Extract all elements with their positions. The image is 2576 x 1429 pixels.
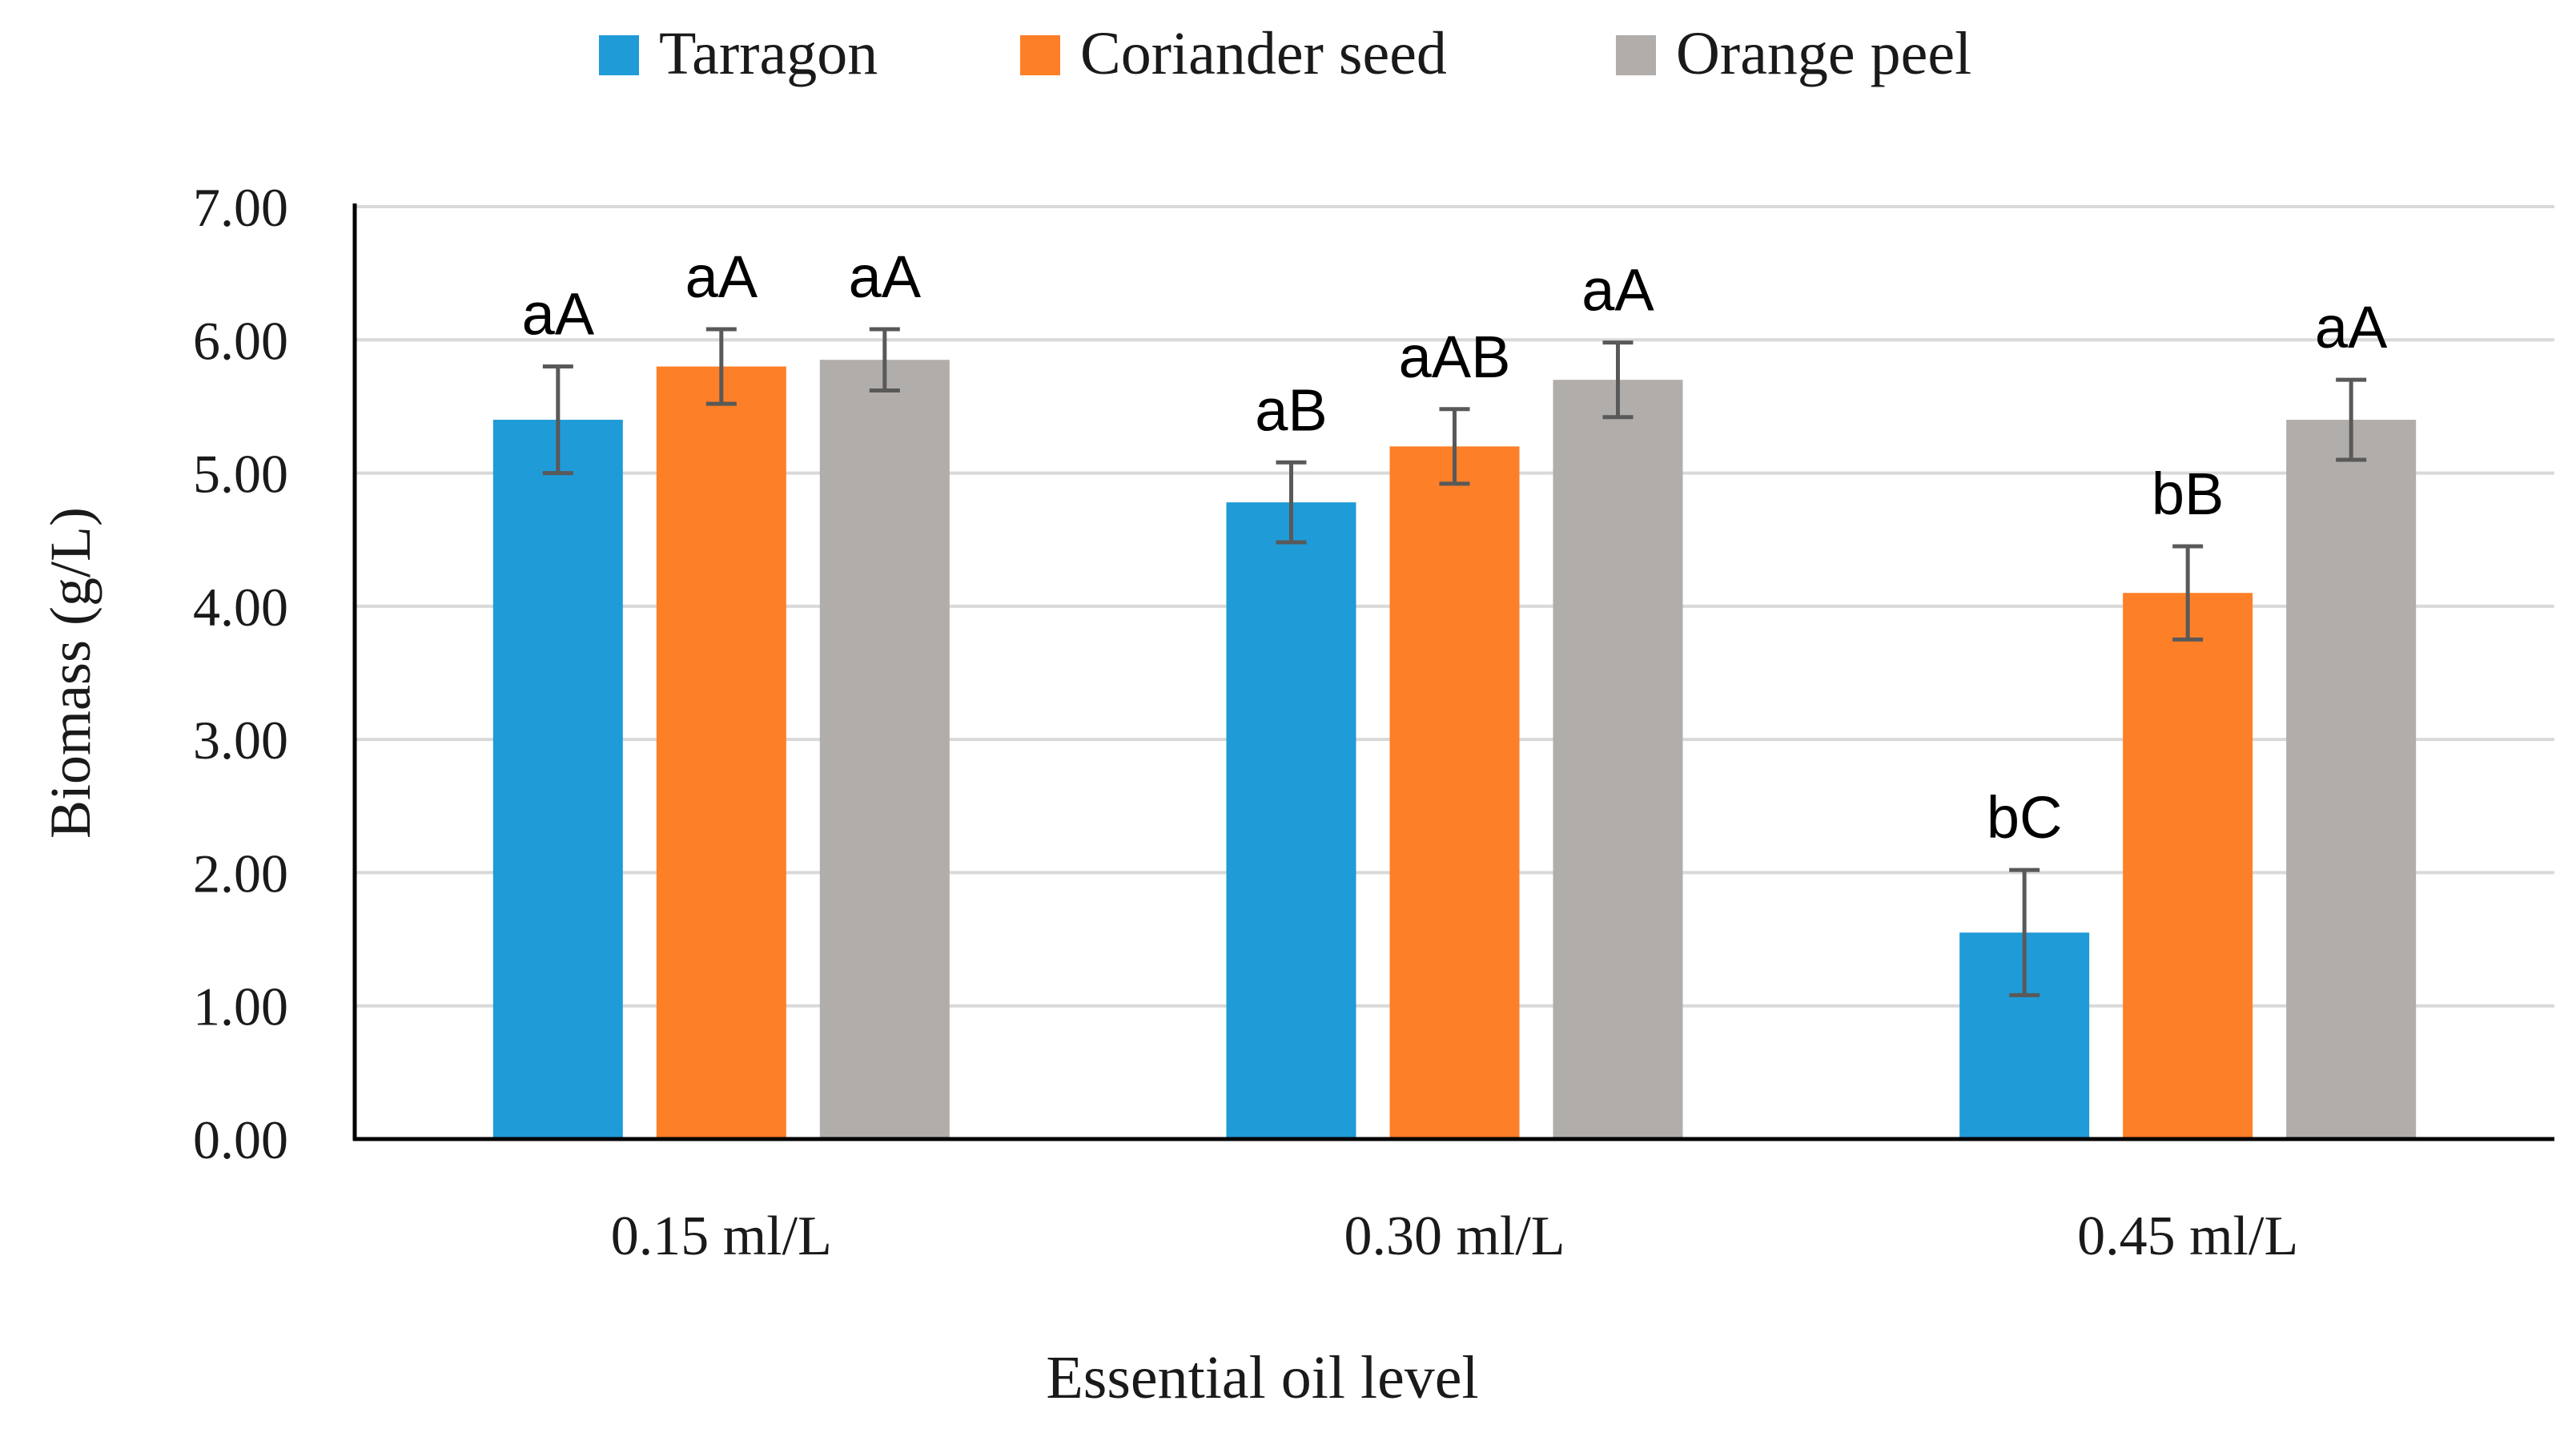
bar-coriander-seed: [2123, 593, 2253, 1139]
legend-swatch: [1020, 35, 1060, 75]
y-tick-label: 5.00: [193, 444, 288, 505]
error-bars: [542, 327, 2367, 997]
significance-label: aA: [2315, 294, 2388, 360]
bar-coriander-seed: [656, 366, 786, 1139]
y-tick-label: 0.00: [193, 1109, 288, 1170]
error-bar: [2172, 544, 2204, 642]
significance-label: bB: [2152, 461, 2224, 527]
y-tick-label: 1.00: [193, 976, 288, 1037]
axes: [352, 203, 2554, 1141]
y-tick-labels: 0.00 1.00 2.00 3.00 4.00 5.00 6.00 7.00: [193, 177, 288, 1170]
error-bar: [869, 327, 900, 392]
significance-label: aA: [522, 281, 595, 348]
x-axis-label: Essential oil level: [1046, 1344, 1478, 1411]
y-tick-label: 7.00: [193, 177, 288, 238]
significance-label: aA: [685, 244, 758, 310]
legend-item: Coriander seed: [1020, 20, 1447, 87]
significance-label: aB: [1255, 376, 1328, 443]
x-tick-label: 0.15 ml/L: [611, 1206, 832, 1267]
legend-label: Orange peel: [1676, 20, 1971, 87]
bar-orange-peel: [2286, 420, 2417, 1139]
error-bar: [705, 327, 737, 406]
x-tick-labels: 0.15 ml/L 0.30 ml/L 0.45 ml/L: [611, 1206, 2298, 1267]
error-bar: [2336, 377, 2367, 462]
legend: Tarragon Coriander seed Orange peel: [599, 20, 1971, 87]
legend-label: Tarragon: [659, 20, 878, 87]
error-bar: [2009, 867, 2040, 997]
bar-tarragon: [492, 420, 623, 1139]
y-tick-label: 3.00: [193, 710, 288, 771]
x-tick-label: 0.30 ml/L: [1344, 1206, 1565, 1267]
legend-item: Tarragon: [599, 20, 878, 87]
bar-tarragon: [1226, 502, 1356, 1139]
bar-coriander-seed: [1389, 446, 1520, 1139]
bars: [492, 360, 2417, 1140]
error-bar: [542, 364, 573, 476]
x-tick-label: 0.45 ml/L: [2077, 1206, 2298, 1267]
y-tick-label: 6.00: [193, 310, 288, 371]
significance-label: aA: [849, 244, 922, 310]
legend-label: Coriander seed: [1080, 20, 1447, 87]
significance-label: aA: [1581, 257, 1654, 324]
y-axis-label: Biomass (g/L): [38, 507, 102, 839]
y-tick-label: 4.00: [193, 577, 288, 638]
legend-swatch: [599, 35, 639, 75]
bar-labels: aA aA aA aB aAB aA bC bB aA: [522, 244, 2388, 851]
legend-swatch: [1616, 35, 1656, 75]
legend-item: Orange peel: [1616, 20, 1971, 87]
error-bar: [1439, 407, 1470, 486]
error-bar: [1276, 460, 1307, 545]
error-bar: [1602, 340, 1634, 420]
y-tick-label: 2.00: [193, 843, 288, 904]
bar-orange-peel: [1553, 380, 1683, 1140]
significance-label: aAB: [1399, 324, 1511, 390]
bar-orange-peel: [819, 360, 950, 1139]
significance-label: bC: [1987, 784, 2063, 851]
